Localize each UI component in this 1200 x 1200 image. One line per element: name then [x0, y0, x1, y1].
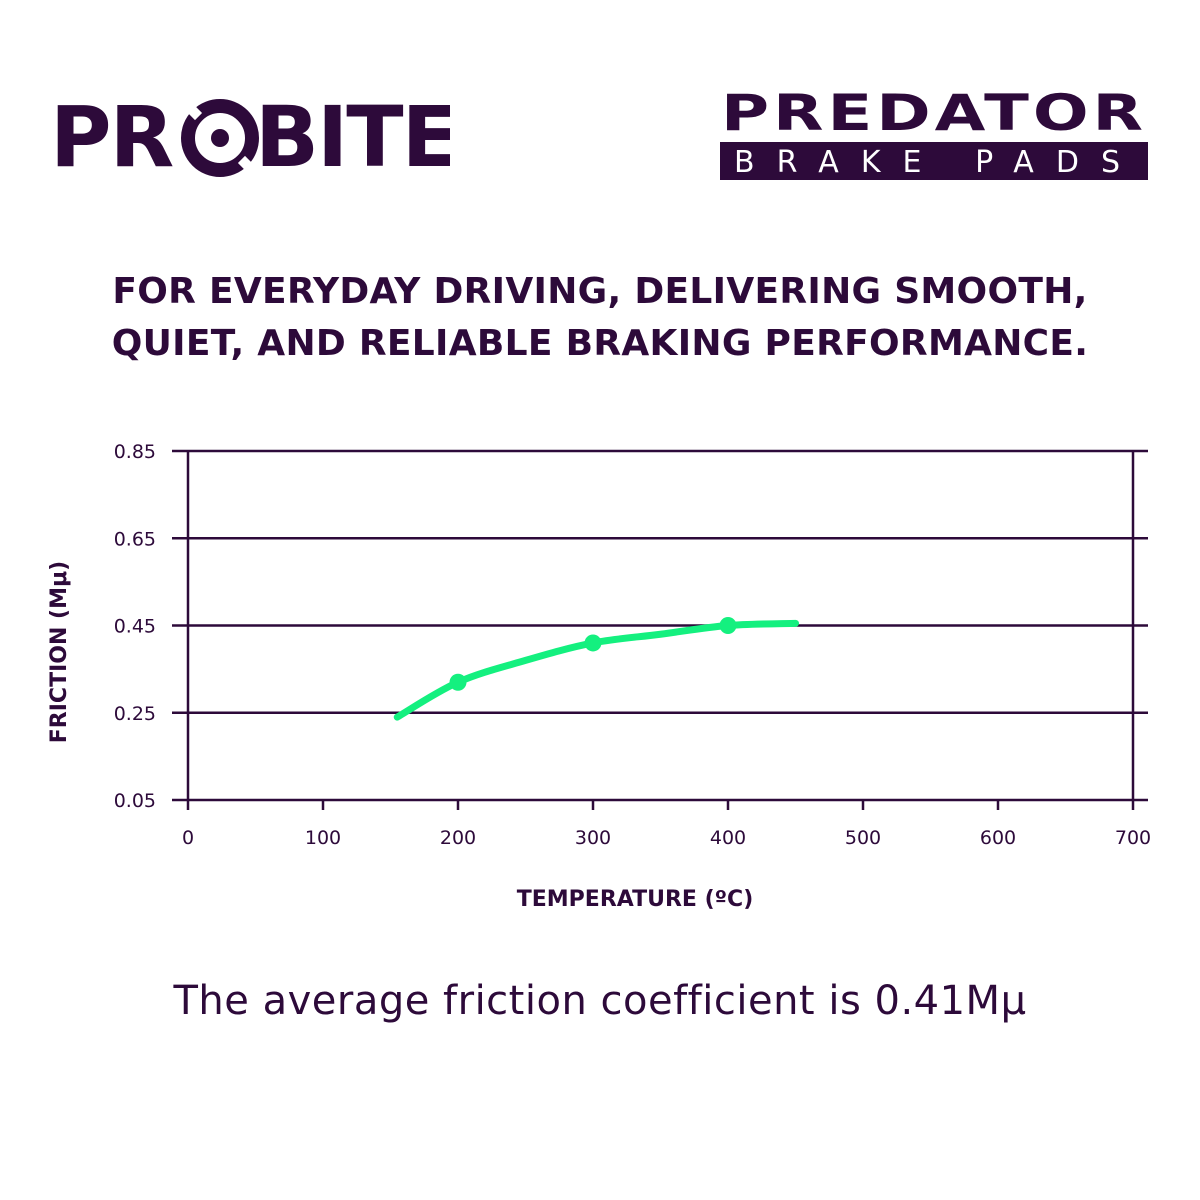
friction-data-point [719, 617, 737, 634]
y-tick-label: 0.65 [114, 528, 156, 550]
chart-series [393, 617, 799, 721]
x-tick-label: 400 [710, 827, 746, 849]
y-tick-label: 0.05 [114, 790, 156, 812]
x-tick-label: 200 [440, 827, 476, 849]
probite-logo: PR BITE [50, 88, 450, 186]
headline-line-1: FOR EVERYDAY DRIVING, DELIVERING SMOOTH, [112, 271, 1088, 312]
y-axis-label: FRICTION (Mμ) [47, 561, 72, 743]
friction-data-point [449, 673, 467, 691]
target-icon [181, 99, 259, 177]
y-tick-label: 0.85 [114, 441, 156, 463]
x-tick-label: 500 [845, 827, 881, 849]
predator-title: PREDATOR [721, 86, 1147, 142]
x-axis-label: TEMPERATURE (ºC) [517, 887, 754, 912]
x-tick-label: 100 [305, 827, 341, 849]
chart-grid [172, 449, 1148, 802]
x-tick-label: 0 [182, 827, 194, 849]
svg-text:PR: PR [50, 88, 173, 186]
x-tick-label: 300 [575, 827, 611, 849]
friction-data-point [584, 634, 602, 652]
predator-logo: PREDATOR BRAKE PADS [720, 86, 1148, 180]
chart-axes [186, 451, 1135, 800]
svg-text:BITE: BITE [255, 88, 450, 186]
headline: FOR EVERYDAY DRIVING, DELIVERING SMOOTH,… [0, 266, 1200, 370]
predator-subtitle: BRAKE PADS [734, 145, 1134, 180]
y-tick-label: 0.45 [114, 616, 156, 638]
x-tick-label: 700 [1115, 827, 1151, 849]
y-tick-label: 0.25 [114, 703, 156, 725]
friction-chart: 0.05 0.25 0.45 0.65 0.85 0 100 200 300 400 500 600 7… [47, 441, 1151, 912]
x-tick-label: 600 [980, 827, 1016, 849]
chart-ticks: 0.05 0.25 0.45 0.65 0.85 0 100 200 300 400 500 600 7… [114, 441, 1151, 849]
footer-text: The average friction coefficient is 0.41… [173, 978, 1027, 1024]
headline-line-2: QUIET, AND RELIABLE BRAKING PERFORMANCE. [111, 323, 1089, 364]
